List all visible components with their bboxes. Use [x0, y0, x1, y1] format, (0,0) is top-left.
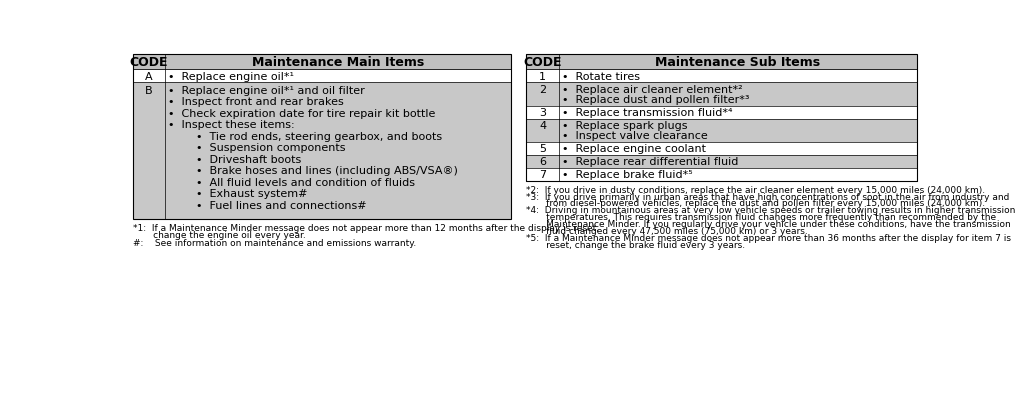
Bar — [133, 54, 511, 219]
Text: *3:  If you drive primarily in urban areas that have high concentrations of soot: *3: If you drive primarily in urban area… — [526, 192, 1010, 201]
Text: 7: 7 — [539, 170, 546, 180]
Bar — [526, 106, 916, 119]
Text: *4:  Driving in mountainous areas at very low vehicle speeds or trailer towing r: *4: Driving in mountainous areas at very… — [526, 206, 1016, 215]
Text: •  Rotate tires: • Rotate tires — [562, 72, 640, 82]
Text: Maintenance Sub Items: Maintenance Sub Items — [655, 56, 820, 69]
Text: B: B — [145, 85, 153, 95]
Text: temperatures. This requires transmission fluid changes more frequently than reco: temperatures. This requires transmission… — [526, 213, 996, 222]
Text: •  Inspect these items:: • Inspect these items: — [168, 120, 295, 130]
Text: CODE: CODE — [523, 56, 562, 69]
Text: *1:  If a Maintenance Minder message does not appear more than 12 months after t: *1: If a Maintenance Minder message does… — [133, 224, 599, 233]
Text: •  Replace dust and pollen filter*³: • Replace dust and pollen filter*³ — [562, 95, 750, 105]
Text: from diesel-powered vehicles, replace the dust and pollen filter every 15,000 mi: from diesel-powered vehicles, replace th… — [526, 199, 985, 208]
Text: *2:  If you drive in dusty conditions, replace the air cleaner element every 15,: *2: If you drive in dusty conditions, re… — [526, 186, 985, 195]
Text: •  Replace engine oil*¹: • Replace engine oil*¹ — [168, 72, 294, 82]
Text: 4: 4 — [539, 121, 546, 131]
Text: Maintenance Main Items: Maintenance Main Items — [252, 56, 424, 69]
Text: •  Check expiration date for tire repair kit bottle: • Check expiration date for tire repair … — [168, 109, 435, 119]
Text: •  Replace engine oil*¹ and oil filter: • Replace engine oil*¹ and oil filter — [168, 85, 365, 95]
Text: •  Fuel lines and connections#: • Fuel lines and connections# — [168, 201, 367, 211]
Text: reset, change the brake fluid every 3 years.: reset, change the brake fluid every 3 ye… — [526, 241, 745, 250]
Text: •  Replace transmission fluid*⁴: • Replace transmission fluid*⁴ — [562, 108, 732, 118]
Text: •  Replace rear differential fluid: • Replace rear differential fluid — [562, 157, 738, 167]
Text: Maintenance Minder. If you regularly drive your vehicle under these conditions, : Maintenance Minder. If you regularly dri… — [526, 220, 1011, 229]
Bar — [526, 168, 916, 181]
Text: •  Replace air cleaner element*²: • Replace air cleaner element*² — [562, 85, 742, 95]
Text: •  Replace engine coolant: • Replace engine coolant — [562, 144, 706, 154]
Text: A: A — [145, 72, 153, 82]
Text: •  Brake hoses and lines (including ABS/VSA®): • Brake hoses and lines (including ABS/V… — [168, 166, 458, 176]
Text: •  Exhaust system#: • Exhaust system# — [168, 189, 308, 199]
Text: *5:  If a Maintenance Minder message does not appear more than 36 months after t: *5: If a Maintenance Minder message does… — [526, 234, 1012, 243]
Text: 6: 6 — [539, 157, 546, 167]
Text: #:    See information on maintenance and emissions warranty.: #: See information on maintenance and em… — [133, 239, 416, 248]
Text: 2: 2 — [539, 85, 546, 95]
Bar — [133, 83, 511, 219]
Text: •  Inspect front and rear brakes: • Inspect front and rear brakes — [168, 97, 344, 107]
Bar — [526, 54, 916, 181]
Text: •  Replace spark plugs: • Replace spark plugs — [562, 121, 687, 131]
Text: change the engine oil every year.: change the engine oil every year. — [133, 231, 305, 240]
Text: 1: 1 — [539, 72, 546, 82]
Text: CODE: CODE — [130, 56, 168, 69]
Text: •  Driveshaft boots: • Driveshaft boots — [168, 155, 301, 165]
Text: •  All fluid levels and condition of fluids: • All fluid levels and condition of flui… — [168, 178, 416, 188]
Text: 3: 3 — [539, 108, 546, 118]
Text: •  Inspect valve clearance: • Inspect valve clearance — [562, 132, 708, 141]
Text: 5: 5 — [539, 144, 546, 154]
Text: •  Suspension components: • Suspension components — [168, 143, 346, 153]
Bar — [526, 142, 916, 155]
Text: •  Tie rod ends, steering gearbox, and boots: • Tie rod ends, steering gearbox, and bo… — [168, 132, 442, 142]
Bar — [526, 54, 916, 69]
Text: fluid changed every 47,500 miles (75,000 km) or 3 years.: fluid changed every 47,500 miles (75,000… — [526, 227, 808, 236]
Bar — [133, 69, 511, 83]
Text: •  Replace brake fluid*⁵: • Replace brake fluid*⁵ — [562, 170, 692, 180]
Bar — [526, 83, 916, 106]
Bar — [526, 119, 916, 142]
Bar — [526, 69, 916, 83]
Bar — [526, 155, 916, 168]
Bar — [133, 54, 511, 69]
